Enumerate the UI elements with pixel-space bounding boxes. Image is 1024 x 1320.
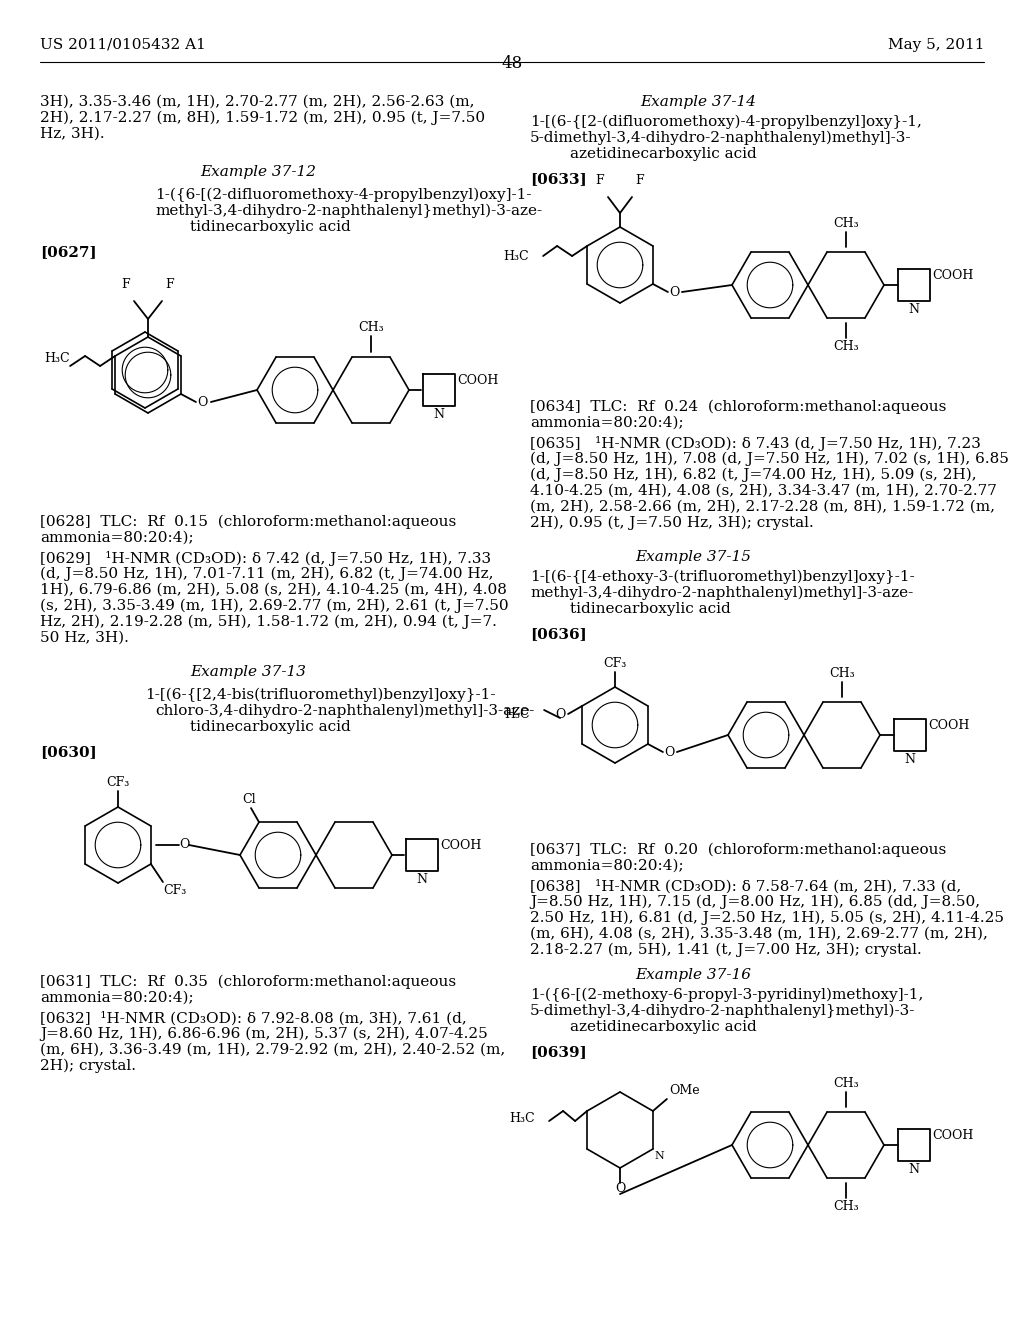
Text: 2H), 0.95 (t, J=7.50 Hz, 3H); crystal.: 2H), 0.95 (t, J=7.50 Hz, 3H); crystal. xyxy=(530,516,814,531)
Text: 1-[(6-{[2-(difluoromethoxy)-4-propylbenzyl]oxy}-1,: 1-[(6-{[2-(difluoromethoxy)-4-propylbenz… xyxy=(530,115,922,129)
Text: O: O xyxy=(614,1181,626,1195)
Text: [0639]: [0639] xyxy=(530,1045,587,1059)
Text: (m, 6H), 4.08 (s, 2H), 3.35-3.48 (m, 1H), 2.69-2.77 (m, 2H),: (m, 6H), 4.08 (s, 2H), 3.35-3.48 (m, 1H)… xyxy=(530,927,988,941)
Text: (m, 6H), 3.36-3.49 (m, 1H), 2.79-2.92 (m, 2H), 2.40-2.52 (m,: (m, 6H), 3.36-3.49 (m, 1H), 2.79-2.92 (m… xyxy=(40,1043,505,1057)
Text: 5-dimethyl-3,4-dihydro-2-naphthalenyl}methyl)-3-: 5-dimethyl-3,4-dihydro-2-naphthalenyl}me… xyxy=(530,1005,915,1019)
Text: CF₃: CF₃ xyxy=(163,884,186,898)
Text: [0634]  TLC:  Rf  0.24  (chloroform:methanol:aqueous: [0634] TLC: Rf 0.24 (chloroform:methanol… xyxy=(530,400,946,414)
Text: 2.50 Hz, 1H), 6.81 (d, J=2.50 Hz, 1H), 5.05 (s, 2H), 4.11-4.25: 2.50 Hz, 1H), 6.81 (d, J=2.50 Hz, 1H), 5… xyxy=(530,911,1004,925)
Text: ammonia=80:20:4);: ammonia=80:20:4); xyxy=(40,991,194,1005)
Text: azetidinecarboxylic acid: azetidinecarboxylic acid xyxy=(570,1020,757,1034)
Text: O: O xyxy=(198,396,208,408)
Text: (d, J=8.50 Hz, 1H), 6.82 (t, J=74.00 Hz, 1H), 5.09 (s, 2H),: (d, J=8.50 Hz, 1H), 6.82 (t, J=74.00 Hz,… xyxy=(530,469,977,482)
Text: J=8.50 Hz, 1H), 7.15 (d, J=8.00 Hz, 1H), 6.85 (dd, J=8.50,: J=8.50 Hz, 1H), 7.15 (d, J=8.00 Hz, 1H),… xyxy=(530,895,980,909)
Text: Cl: Cl xyxy=(243,793,256,807)
Text: US 2011/0105432 A1: US 2011/0105432 A1 xyxy=(40,38,206,51)
Text: F: F xyxy=(596,174,604,187)
Text: [0637]  TLC:  Rf  0.20  (chloroform:methanol:aqueous: [0637] TLC: Rf 0.20 (chloroform:methanol… xyxy=(530,843,946,858)
Text: O: O xyxy=(556,709,566,722)
Text: Hz, 2H), 2.19-2.28 (m, 5H), 1.58-1.72 (m, 2H), 0.94 (t, J=7.: Hz, 2H), 2.19-2.28 (m, 5H), 1.58-1.72 (m… xyxy=(40,615,497,630)
Text: [0627]: [0627] xyxy=(40,246,96,259)
Text: (d, J=8.50 Hz, 1H), 7.01-7.11 (m, 2H), 6.82 (t, J=74.00 Hz,: (d, J=8.50 Hz, 1H), 7.01-7.11 (m, 2H), 6… xyxy=(40,568,494,581)
Text: COOH: COOH xyxy=(932,1129,974,1142)
Text: N: N xyxy=(908,1163,920,1176)
Text: CH₃: CH₃ xyxy=(834,1200,859,1213)
Text: 1-({6-[(2-difluoromethoxy-4-propylbenzyl)oxy]-1-: 1-({6-[(2-difluoromethoxy-4-propylbenzyl… xyxy=(155,187,531,202)
Text: ammonia=80:20:4);: ammonia=80:20:4); xyxy=(40,531,194,545)
Text: (d, J=8.50 Hz, 1H), 7.08 (d, J=7.50 Hz, 1H), 7.02 (s, 1H), 6.85: (d, J=8.50 Hz, 1H), 7.08 (d, J=7.50 Hz, … xyxy=(530,451,1009,466)
Text: F: F xyxy=(122,279,130,290)
Text: Example 37-13: Example 37-13 xyxy=(190,665,306,678)
Text: CH₃: CH₃ xyxy=(834,216,859,230)
Text: methyl-3,4-dihydro-2-naphthalenyl}methyl)-3-aze-: methyl-3,4-dihydro-2-naphthalenyl}methyl… xyxy=(155,205,542,218)
Text: COOH: COOH xyxy=(928,719,970,733)
Text: [0631]  TLC:  Rf  0.35  (chloroform:methanol:aqueous: [0631] TLC: Rf 0.35 (chloroform:methanol… xyxy=(40,975,456,990)
Text: O: O xyxy=(665,746,675,759)
Text: F: F xyxy=(636,174,644,187)
Text: H₃C: H₃C xyxy=(510,1113,536,1126)
Text: 1-[(6-{[4-ethoxy-3-(trifluoromethyl)benzyl]oxy}-1-: 1-[(6-{[4-ethoxy-3-(trifluoromethyl)benz… xyxy=(530,570,914,585)
Text: Hz, 3H).: Hz, 3H). xyxy=(40,127,104,141)
Text: 2.18-2.27 (m, 5H), 1.41 (t, J=7.00 Hz, 3H); crystal.: 2.18-2.27 (m, 5H), 1.41 (t, J=7.00 Hz, 3… xyxy=(530,942,922,957)
Text: [0633]: [0633] xyxy=(530,172,587,186)
Text: [0638]   ¹H-NMR (CD₃OD): δ 7.58-7.64 (m, 2H), 7.33 (d,: [0638] ¹H-NMR (CD₃OD): δ 7.58-7.64 (m, 2… xyxy=(530,879,962,894)
Text: azetidinecarboxylic acid: azetidinecarboxylic acid xyxy=(570,147,757,161)
Text: Example 37-12: Example 37-12 xyxy=(200,165,316,180)
Text: 50 Hz, 3H).: 50 Hz, 3H). xyxy=(40,631,129,645)
Text: 2H), 2.17-2.27 (m, 8H), 1.59-1.72 (m, 2H), 0.95 (t, J=7.50: 2H), 2.17-2.27 (m, 8H), 1.59-1.72 (m, 2H… xyxy=(40,111,485,125)
Text: Example 37-16: Example 37-16 xyxy=(635,968,751,982)
Text: H₃C: H₃C xyxy=(44,351,70,364)
Text: 5-dimethyl-3,4-dihydro-2-naphthalenyl)methyl]-3-: 5-dimethyl-3,4-dihydro-2-naphthalenyl)me… xyxy=(530,131,911,145)
Text: H₃C: H₃C xyxy=(505,708,530,721)
Text: 4.10-4.25 (m, 4H), 4.08 (s, 2H), 3.34-3.47 (m, 1H), 2.70-2.77: 4.10-4.25 (m, 4H), 4.08 (s, 2H), 3.34-3.… xyxy=(530,484,997,498)
Text: O: O xyxy=(670,285,680,298)
Text: N: N xyxy=(417,873,427,886)
Text: [0629]   ¹H-NMR (CD₃OD): δ 7.42 (d, J=7.50 Hz, 1H), 7.33: [0629] ¹H-NMR (CD₃OD): δ 7.42 (d, J=7.50… xyxy=(40,550,492,566)
Text: [0635]   ¹H-NMR (CD₃OD): δ 7.43 (d, J=7.50 Hz, 1H), 7.23: [0635] ¹H-NMR (CD₃OD): δ 7.43 (d, J=7.50… xyxy=(530,436,981,451)
Text: May 5, 2011: May 5, 2011 xyxy=(888,38,984,51)
Text: CH₃: CH₃ xyxy=(834,341,859,352)
Text: CF₃: CF₃ xyxy=(106,776,130,789)
Text: COOH: COOH xyxy=(457,374,499,387)
Text: ammonia=80:20:4);: ammonia=80:20:4); xyxy=(530,416,684,430)
Text: (s, 2H), 3.35-3.49 (m, 1H), 2.69-2.77 (m, 2H), 2.61 (t, J=7.50: (s, 2H), 3.35-3.49 (m, 1H), 2.69-2.77 (m… xyxy=(40,599,509,614)
Text: methyl-3,4-dihydro-2-naphthalenyl)methyl]-3-aze-: methyl-3,4-dihydro-2-naphthalenyl)methyl… xyxy=(530,586,913,601)
Text: 1-[(6-{[2,4-bis(trifluoromethyl)benzyl]oxy}-1-: 1-[(6-{[2,4-bis(trifluoromethyl)benzyl]o… xyxy=(145,688,496,702)
Text: CH₃: CH₃ xyxy=(358,321,384,334)
Text: ammonia=80:20:4);: ammonia=80:20:4); xyxy=(530,859,684,873)
Text: OMe: OMe xyxy=(669,1084,699,1097)
Text: N: N xyxy=(904,752,915,766)
Text: N: N xyxy=(433,408,444,421)
Text: Example 37-14: Example 37-14 xyxy=(640,95,756,110)
Text: N: N xyxy=(908,304,920,315)
Text: [0632]  ¹H-NMR (CD₃OD): δ 7.92-8.08 (m, 3H), 7.61 (d,: [0632] ¹H-NMR (CD₃OD): δ 7.92-8.08 (m, 3… xyxy=(40,1011,467,1026)
Text: F: F xyxy=(166,279,174,290)
Text: CF₃: CF₃ xyxy=(603,657,627,671)
Text: [0636]: [0636] xyxy=(530,627,587,642)
Text: COOH: COOH xyxy=(440,840,481,851)
Text: O: O xyxy=(179,838,189,851)
Text: Example 37-15: Example 37-15 xyxy=(635,550,751,564)
Text: 3H), 3.35-3.46 (m, 1H), 2.70-2.77 (m, 2H), 2.56-2.63 (m,: 3H), 3.35-3.46 (m, 1H), 2.70-2.77 (m, 2H… xyxy=(40,95,474,110)
Text: [0628]  TLC:  Rf  0.15  (chloroform:methanol:aqueous: [0628] TLC: Rf 0.15 (chloroform:methanol… xyxy=(40,515,457,529)
Text: tidinecarboxylic acid: tidinecarboxylic acid xyxy=(190,719,351,734)
Text: tidinecarboxylic acid: tidinecarboxylic acid xyxy=(190,220,351,234)
Text: COOH: COOH xyxy=(932,269,974,282)
Text: N: N xyxy=(655,1151,665,1162)
Text: 1-({6-[(2-methoxy-6-propyl-3-pyridinyl)methoxy]-1,: 1-({6-[(2-methoxy-6-propyl-3-pyridinyl)m… xyxy=(530,987,924,1002)
Text: [0630]: [0630] xyxy=(40,744,96,759)
Text: 2H); crystal.: 2H); crystal. xyxy=(40,1059,136,1073)
Text: J=8.60 Hz, 1H), 6.86-6.96 (m, 2H), 5.37 (s, 2H), 4.07-4.25: J=8.60 Hz, 1H), 6.86-6.96 (m, 2H), 5.37 … xyxy=(40,1027,487,1041)
Text: H₃C: H₃C xyxy=(504,249,529,263)
Text: CH₃: CH₃ xyxy=(829,667,855,680)
Text: tidinecarboxylic acid: tidinecarboxylic acid xyxy=(570,602,731,616)
Text: 1H), 6.79-6.86 (m, 2H), 5.08 (s, 2H), 4.10-4.25 (m, 4H), 4.08: 1H), 6.79-6.86 (m, 2H), 5.08 (s, 2H), 4.… xyxy=(40,583,507,597)
Text: CH₃: CH₃ xyxy=(834,1077,859,1090)
Text: (m, 2H), 2.58-2.66 (m, 2H), 2.17-2.28 (m, 8H), 1.59-1.72 (m,: (m, 2H), 2.58-2.66 (m, 2H), 2.17-2.28 (m… xyxy=(530,500,995,513)
Text: 48: 48 xyxy=(502,55,522,73)
Text: chloro-3,4-dihydro-2-naphthalenyl)methyl]-3-aze-: chloro-3,4-dihydro-2-naphthalenyl)methyl… xyxy=(155,704,535,718)
